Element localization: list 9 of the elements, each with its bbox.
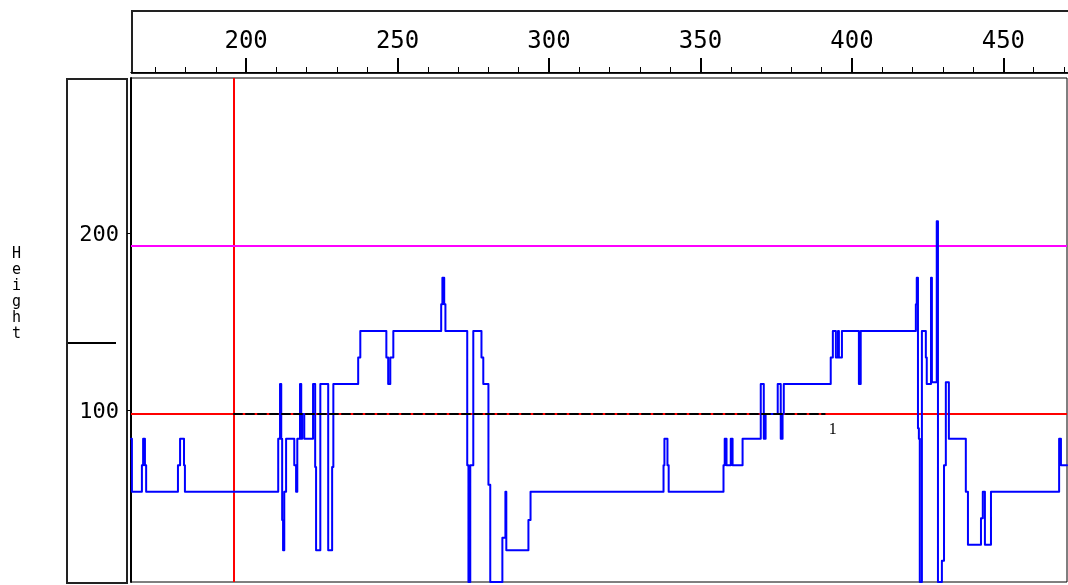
- x-tick-label: 450: [981, 26, 1026, 54]
- x-tick-label: 400: [830, 26, 874, 54]
- x-tick-label: 300: [527, 26, 571, 54]
- annotation: 1: [828, 419, 837, 437]
- x-tick-label: 350: [678, 26, 723, 54]
- x-tick-label: 200: [224, 26, 268, 54]
- y-axis-title: Height: [12, 244, 22, 342]
- y-tick-label: 100: [79, 397, 119, 423]
- x-tick-label: 250: [375, 26, 420, 54]
